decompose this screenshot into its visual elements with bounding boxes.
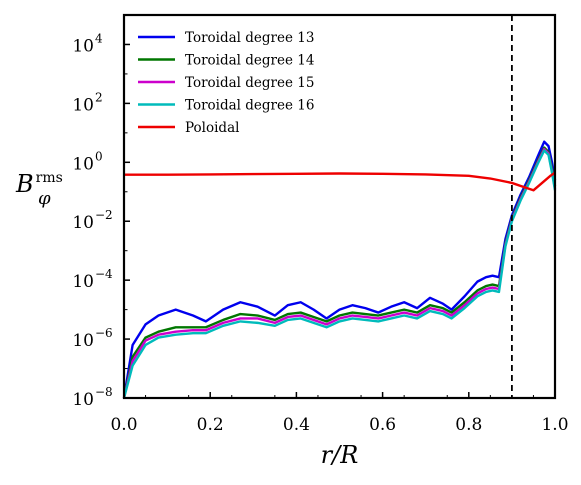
- axes-frame: [122, 13, 557, 400]
- x-tick-label: 0.4: [283, 415, 310, 435]
- legend-label-3: Toroidal degree 15: [185, 75, 314, 91]
- y-tick-exponent: −4: [95, 267, 113, 281]
- y-tick-label: 10: [72, 213, 94, 233]
- y-tick-label: 10: [72, 390, 94, 410]
- x-tick-label: 1.0: [541, 415, 568, 435]
- series-line-3: [122, 147, 557, 399]
- y-axis-label-sub: φ: [38, 188, 51, 209]
- series-line-4: [122, 149, 557, 399]
- x-ticks: 0.0 0.2 0.4 0.6 0.8 1.0: [110, 392, 569, 435]
- y-tick-exponent: −6: [95, 326, 113, 340]
- x-axis-label: r/R: [321, 441, 359, 469]
- series-layer: [122, 140, 557, 399]
- x-tick-label: 0.8: [455, 415, 482, 435]
- series-line-2: [122, 146, 557, 399]
- y-axis-label-base: B: [15, 170, 34, 198]
- y-tick-label: 10: [72, 36, 94, 56]
- y-tick-exponent: 4: [95, 31, 103, 45]
- series-line-1: [122, 140, 557, 399]
- y-tick-label: 10: [72, 272, 94, 292]
- legend-label-4: Toroidal degree 16: [185, 98, 314, 114]
- legend-label-5: Poloidal: [185, 120, 239, 136]
- y-tick-label: 10: [72, 331, 94, 351]
- y-axis-label-sup: rms: [36, 170, 63, 186]
- y-tick-label: 10: [72, 154, 94, 174]
- series-line-5: [124, 171, 556, 192]
- y-tick-exponent: −2: [95, 208, 113, 222]
- x-tick-label: 0.2: [197, 415, 224, 435]
- legend-label-1: Toroidal degree 13: [185, 30, 314, 46]
- y-tick-exponent: 0: [95, 149, 103, 163]
- legend: Toroidal degree 13 Toroidal degree 14 Toro…: [138, 30, 314, 136]
- y-tick-label: 10: [72, 95, 94, 115]
- x-tick-label: 0.6: [369, 415, 396, 435]
- y-tick-exponent: −8: [95, 385, 113, 399]
- x-tick-label: 0.0: [110, 415, 137, 435]
- y-tick-exponent: 2: [95, 90, 103, 104]
- legend-label-2: Toroidal degree 14: [185, 53, 314, 69]
